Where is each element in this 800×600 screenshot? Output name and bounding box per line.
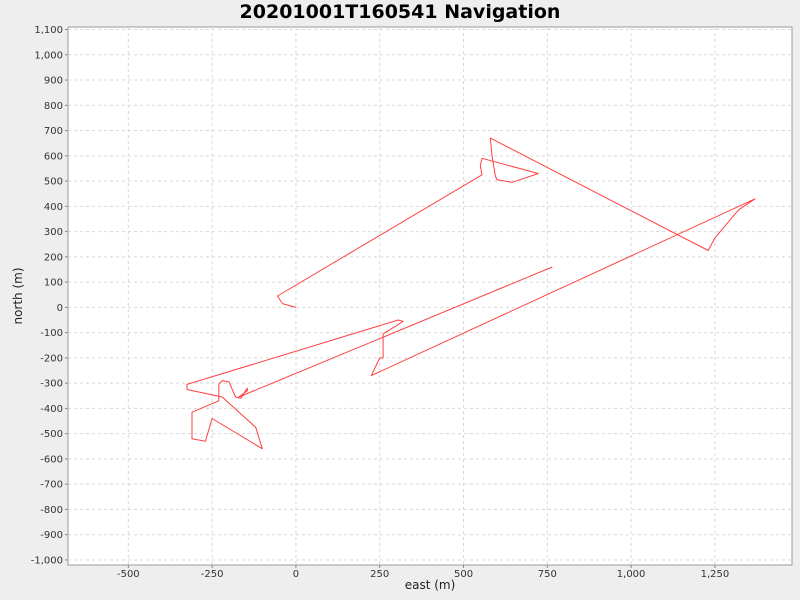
y-tick-label: -400 (40, 404, 63, 415)
y-tick-label: -800 (40, 505, 63, 516)
y-tick-label: 1,000 (34, 50, 63, 61)
x-tick-label: 250 (370, 569, 389, 580)
x-tick-label: 0 (293, 569, 299, 580)
series-layer (186, 137, 756, 450)
grid-lines (68, 27, 792, 565)
y-tick-label: 600 (44, 151, 63, 162)
y-axis-label: north (m) (11, 267, 25, 324)
y-tick-label: 200 (44, 252, 63, 263)
y-tick-label: 100 (44, 278, 63, 289)
y-tick-label: -1,000 (31, 555, 63, 566)
chart-title: 20201001T160541 Navigation (240, 1, 561, 23)
x-tick-label: 1,250 (701, 569, 730, 580)
y-tick-label: 500 (44, 177, 63, 188)
y-tick-label: -100 (40, 328, 63, 339)
y-tick-label: 400 (44, 202, 63, 213)
plot-area (67, 26, 793, 566)
y-tick-label: -900 (40, 530, 63, 541)
y-tick-label: 800 (44, 101, 63, 112)
y-tick-label: 900 (44, 76, 63, 87)
x-tick-label: 1,000 (617, 569, 646, 580)
y-tick-label: -500 (40, 429, 63, 440)
x-tick-label: -250 (201, 569, 224, 580)
y-tick-label: 300 (44, 227, 63, 238)
y-tick-label: 1,100 (34, 25, 63, 36)
y-tick-label: 700 (44, 126, 63, 137)
axis-ticks: -500 -250 0 250 500 750 1,000 1,250 -1,000 -900 -8… (31, 25, 729, 580)
y-tick-label: -200 (40, 353, 63, 364)
x-tick-label: 500 (454, 569, 473, 580)
x-tick-label: -500 (117, 569, 140, 580)
x-tick-label: 750 (538, 569, 557, 580)
y-tick-label: 0 (57, 303, 63, 314)
series-line-navigation-track (186, 137, 756, 450)
x-axis-label: east (m) (405, 578, 456, 592)
y-tick-label: -600 (40, 454, 63, 465)
y-tick-label: -300 (40, 379, 63, 390)
y-tick-label: -700 (40, 480, 63, 491)
